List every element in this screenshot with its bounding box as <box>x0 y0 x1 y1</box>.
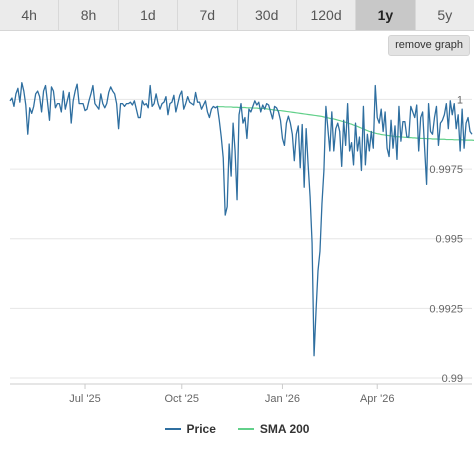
x-tick-label: Oct '25 <box>165 393 200 405</box>
price-line <box>9 82 473 357</box>
x-tick-label: Jan '26 <box>265 393 300 405</box>
chart-legend: Price SMA 200 <box>0 419 474 439</box>
legend-label-sma-200: SMA 200 <box>259 422 310 436</box>
legend-label-price: Price <box>186 422 216 436</box>
legend-swatch-price <box>164 428 181 430</box>
legend-item-price[interactable]: Price <box>164 422 216 436</box>
legend-item-sma-200[interactable]: SMA 200 <box>237 422 310 436</box>
x-tick-label: Jul '25 <box>69 393 100 405</box>
tab-30d[interactable]: 30d <box>238 0 297 30</box>
y-tick-label: 0.9975 <box>429 164 463 176</box>
remove-graph-button[interactable]: remove graph <box>388 35 470 56</box>
tab-1y[interactable]: 1y <box>356 0 416 30</box>
y-tick-label: 0.995 <box>435 234 463 246</box>
axis-labels: 0.99 0.9925 0.995 0.9975 1 Jul '25 Oct '25 Jan … <box>69 94 463 405</box>
tab-120d[interactable]: 120d <box>297 0 357 30</box>
tab-7d[interactable]: 7d <box>178 0 238 30</box>
tab-5y[interactable]: 5y <box>437 7 453 23</box>
y-tick-label: 1 <box>457 94 463 106</box>
grid-lines <box>10 98 472 389</box>
series-lines <box>9 82 474 357</box>
tab-4h[interactable]: 4h <box>0 0 60 30</box>
y-tick-label: 0.99 <box>442 373 463 385</box>
sma-200-line <box>217 105 474 141</box>
tab-1d[interactable]: 1d <box>119 0 179 30</box>
price-chart: 0.99 0.9925 0.995 0.9975 1 Jul '25 Oct '25 Jan … <box>9 82 474 405</box>
y-tick-label: 0.9925 <box>429 303 463 315</box>
x-tick-label: Apr '26 <box>360 393 395 405</box>
timeframe-tabs: 4h 8h 1d 7d 30d 120d 1y 5y <box>0 0 474 31</box>
legend-swatch-sma-200 <box>237 428 254 430</box>
tab-8h[interactable]: 8h <box>59 0 119 30</box>
